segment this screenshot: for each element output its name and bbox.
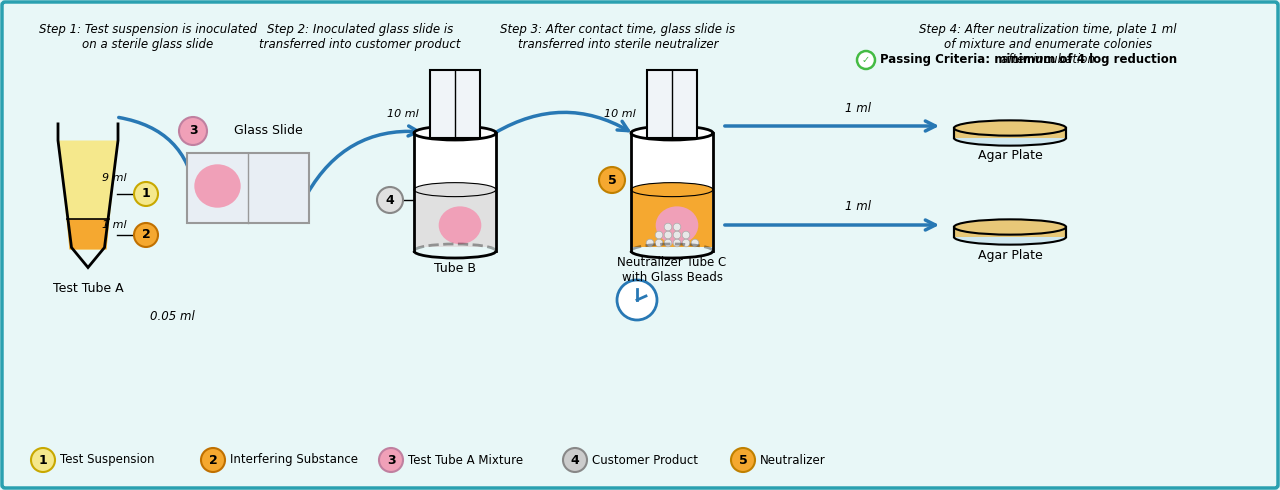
Text: 3: 3 [387,454,396,466]
Polygon shape [58,141,118,249]
Text: 4: 4 [571,454,580,466]
Ellipse shape [954,130,1066,146]
Text: Tube B: Tube B [434,262,476,274]
Circle shape [134,223,157,247]
Circle shape [664,223,672,231]
Circle shape [378,187,403,213]
Text: Interfering Substance: Interfering Substance [230,454,358,466]
Ellipse shape [631,126,713,140]
Text: 1: 1 [38,454,47,466]
Text: Customer Product: Customer Product [591,454,698,466]
Text: Agar Plate: Agar Plate [978,149,1042,163]
Ellipse shape [954,229,1066,245]
Polygon shape [415,133,495,190]
Text: 3: 3 [188,124,197,138]
Circle shape [731,448,755,472]
Text: 2: 2 [209,454,218,466]
Text: 4: 4 [385,194,394,206]
Polygon shape [67,219,109,249]
Text: 0.05 ml: 0.05 ml [150,311,195,323]
Circle shape [617,280,657,320]
Text: Test Tube A: Test Tube A [52,281,123,294]
Text: 1 ml: 1 ml [845,101,870,115]
Text: 10 ml: 10 ml [604,109,636,119]
Circle shape [646,239,654,247]
Text: Step 4: After neutralization time, plate 1 ml
of mixture and enumerate colonies
: Step 4: After neutralization time, plate… [919,23,1176,66]
FancyBboxPatch shape [3,2,1277,488]
Circle shape [179,117,207,145]
Ellipse shape [954,220,1066,235]
Circle shape [599,167,625,193]
Ellipse shape [413,126,497,140]
Text: 9 ml: 9 ml [101,173,127,183]
Circle shape [673,239,681,247]
Circle shape [664,231,672,239]
Text: 1: 1 [142,188,150,200]
Text: 5: 5 [739,454,748,466]
Ellipse shape [195,164,241,208]
Circle shape [655,239,663,247]
Polygon shape [954,128,1066,138]
Text: Step 3: After contact time, glass slide is
transferred into sterile neutralizer: Step 3: After contact time, glass slide … [500,23,736,51]
Circle shape [379,448,403,472]
Ellipse shape [631,183,713,196]
Text: Agar Plate: Agar Plate [978,248,1042,262]
Bar [430,70,480,138]
Circle shape [682,231,690,239]
Circle shape [31,448,55,472]
Polygon shape [415,190,495,247]
Text: Passing Criteria: minimum of 4 log reduction: Passing Criteria: minimum of 4 log reduc… [881,53,1178,67]
Text: Step 2: Inoculated glass slide is
transferred into customer product: Step 2: Inoculated glass slide is transf… [260,23,461,51]
Polygon shape [632,190,712,247]
Text: Glass Slide: Glass Slide [234,124,302,138]
Text: Neutralizer Tube C
with Glass Beads: Neutralizer Tube C with Glass Beads [617,256,727,284]
Circle shape [134,182,157,206]
Ellipse shape [413,183,497,196]
Text: Test Tube A Mixture: Test Tube A Mixture [408,454,524,466]
Text: 10 ml: 10 ml [387,109,419,119]
Ellipse shape [439,206,481,244]
Text: 1 ml: 1 ml [845,200,870,214]
Text: ✓: ✓ [861,55,870,65]
Text: Test Suspension: Test Suspension [60,454,155,466]
Text: Step 1: Test suspension is inoculated
on a sterile glass slide: Step 1: Test suspension is inoculated on… [38,23,257,51]
Text: Neutralizer: Neutralizer [760,454,826,466]
Bar [187,153,308,223]
Circle shape [563,448,588,472]
Text: 1 ml: 1 ml [101,220,127,230]
Circle shape [655,231,663,239]
Text: 5: 5 [608,173,617,187]
Circle shape [858,51,876,69]
Ellipse shape [655,206,699,244]
Circle shape [691,239,699,247]
Circle shape [682,239,690,247]
Circle shape [664,239,672,247]
Circle shape [201,448,225,472]
Circle shape [673,223,681,231]
Polygon shape [954,227,1066,237]
Circle shape [673,231,681,239]
Text: 2: 2 [142,228,150,242]
Polygon shape [632,133,712,190]
Ellipse shape [954,121,1066,136]
Bar [646,70,698,138]
